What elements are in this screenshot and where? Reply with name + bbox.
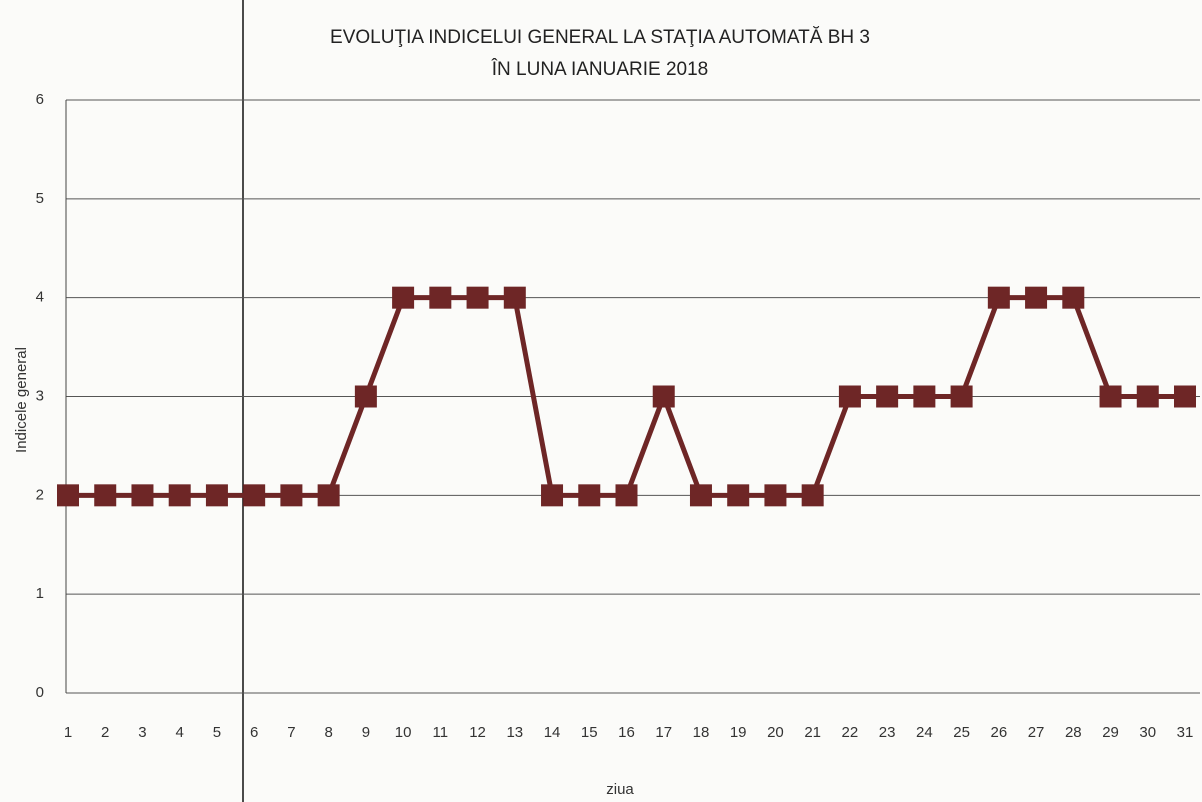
y-tick-label: 6	[36, 91, 44, 108]
y-tick-label: 1	[36, 585, 44, 602]
x-tick-label: 2	[101, 724, 109, 741]
marker	[801, 484, 824, 507]
x-tick-label: 4	[176, 724, 184, 741]
x-tick-label: 13	[506, 724, 523, 741]
marker	[876, 385, 899, 408]
marker	[1174, 385, 1196, 408]
x-tick-label: 27	[1028, 724, 1045, 741]
y-tick-label: 3	[36, 387, 44, 404]
y-axis-label: Indicele general	[13, 347, 30, 453]
x-tick-label: 8	[324, 724, 332, 741]
x-tick-label: 19	[730, 724, 747, 741]
marker	[727, 484, 750, 507]
marker	[168, 484, 191, 507]
x-tick-label: 9	[362, 724, 370, 741]
x-tick-label: 30	[1139, 724, 1156, 741]
x-tick-label: 23	[879, 724, 896, 741]
marker	[578, 484, 601, 507]
marker	[317, 484, 340, 507]
x-tick-label: 6	[250, 724, 258, 741]
marker	[652, 385, 675, 408]
marker	[615, 484, 638, 507]
marker	[429, 286, 452, 309]
x-tick-label: 25	[953, 724, 970, 741]
y-tick-label: 2	[36, 486, 44, 503]
marker	[243, 484, 266, 507]
chart-title: EVOLUŢIA INDICELUI GENERAL LA STAŢIA AUT…	[330, 27, 870, 48]
x-tick-label: 29	[1102, 724, 1119, 741]
marker	[280, 484, 303, 507]
x-tick-label: 12	[469, 724, 486, 741]
x-axis-label: ziua	[606, 781, 634, 798]
x-tick-label: 3	[138, 724, 146, 741]
x-tick-label: 28	[1065, 724, 1082, 741]
x-tick-label: 17	[655, 724, 672, 741]
x-tick-label: 20	[767, 724, 784, 741]
x-tick-label: 16	[618, 724, 635, 741]
marker	[913, 385, 936, 408]
marker	[1136, 385, 1159, 408]
marker	[541, 484, 564, 507]
marker	[987, 286, 1010, 309]
marker	[950, 385, 973, 408]
marker	[94, 484, 117, 507]
marker	[392, 286, 415, 309]
marker	[689, 484, 712, 507]
x-tick-label: 26	[990, 724, 1007, 741]
x-tick-label: 10	[395, 724, 412, 741]
marker	[764, 484, 787, 507]
marker	[354, 385, 377, 408]
marker	[131, 484, 154, 507]
x-tick-label: 24	[916, 724, 933, 741]
x-tick-label: 5	[213, 724, 221, 741]
chart-subtitle: ÎN LUNA IANUARIE 2018	[491, 58, 708, 80]
x-tick-label: 18	[693, 724, 710, 741]
marker	[466, 286, 489, 309]
y-tick-label: 0	[36, 684, 44, 701]
marker	[503, 286, 526, 309]
marker	[1062, 286, 1085, 309]
y-tick-label: 4	[36, 289, 44, 306]
marker	[838, 385, 861, 408]
marker	[1025, 286, 1048, 309]
x-tick-label: 14	[544, 724, 561, 741]
x-tick-label: 21	[804, 724, 821, 741]
x-tick-label: 15	[581, 724, 598, 741]
marker	[57, 484, 79, 507]
x-tick-label: 1	[64, 724, 72, 741]
x-tick-label: 7	[287, 724, 295, 741]
y-tick-label: 5	[36, 190, 44, 207]
x-tick-label: 22	[842, 724, 859, 741]
x-tick-label: 31	[1177, 724, 1194, 741]
marker	[205, 484, 228, 507]
x-tick-label: 11	[433, 724, 449, 741]
marker	[1099, 385, 1122, 408]
